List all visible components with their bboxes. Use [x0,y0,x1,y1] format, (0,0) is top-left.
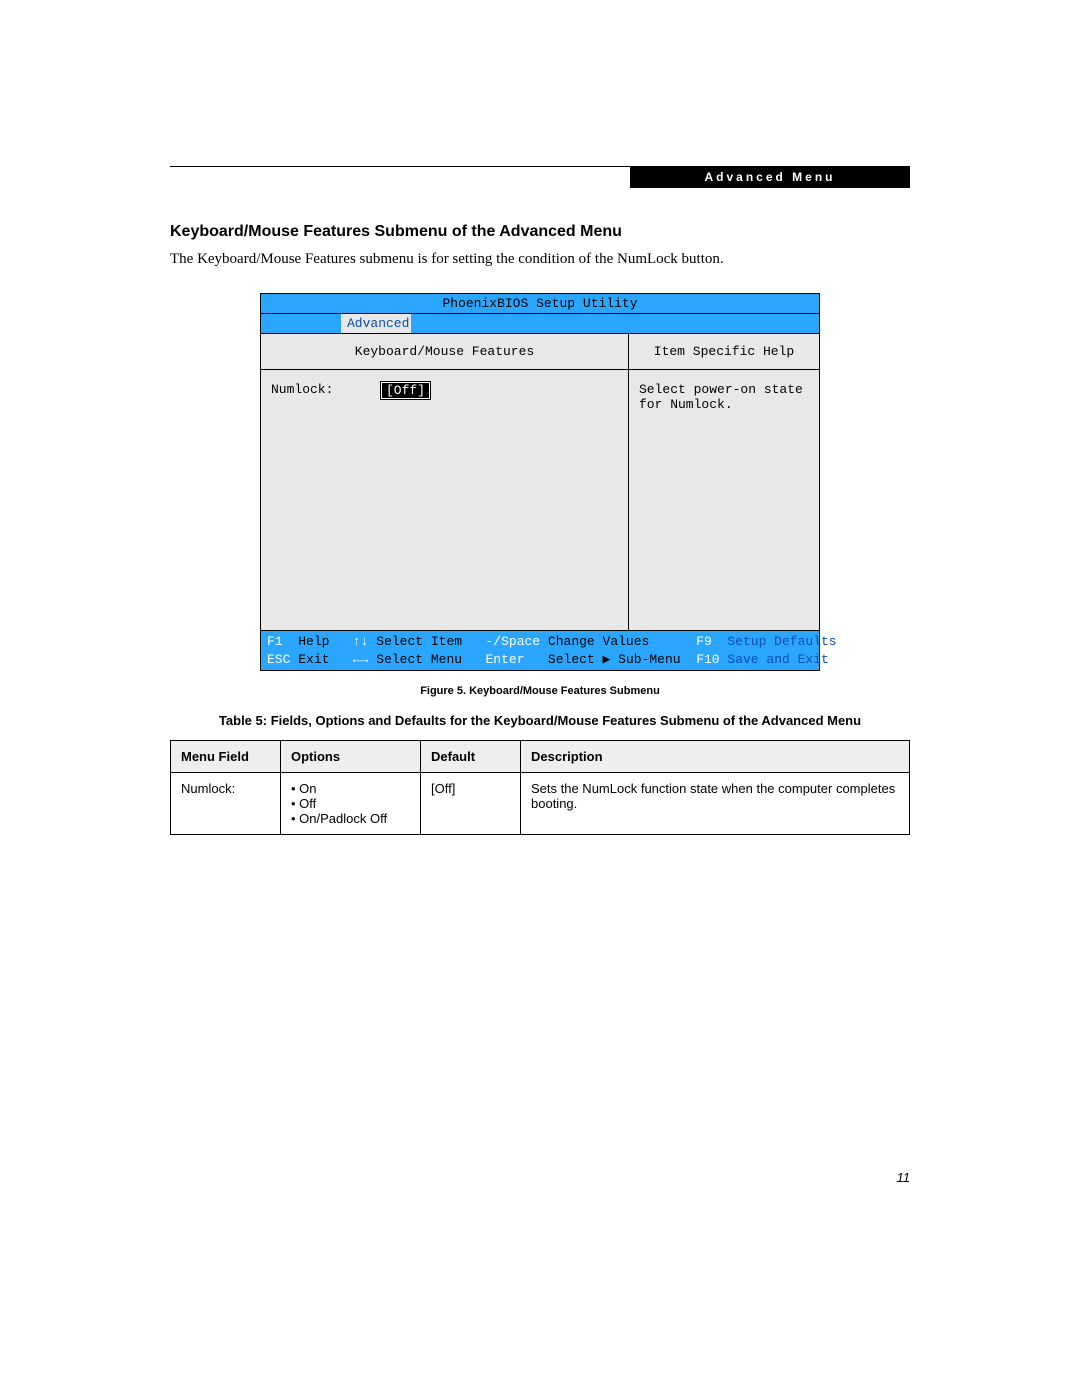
bios-right-title: Item Specific Help [629,334,819,369]
intro-paragraph: The Keyboard/Mouse Features submenu is f… [170,249,910,269]
label-select-menu: Select Menu [376,651,462,669]
bios-footer: F1 Help ↑↓ Select Item -/Space Change Va… [261,630,819,670]
bios-content-area: Numlock: [Off] Select power-on state for… [261,370,819,630]
help-line-1: Select power-on state [639,382,809,397]
label-select-item: Select Item [376,633,462,651]
th-options: Options [281,741,421,773]
field-label-numlock: Numlock: [271,382,381,399]
label-save-exit: Save and Exit [727,651,828,669]
label-help: Help [298,633,329,651]
bios-help-pane: Select power-on state for Numlock. [629,370,819,630]
label-change-values: Change Values [548,633,649,651]
bios-panel: PhoenixBIOS Setup Utility Advanced Keybo… [260,293,820,671]
th-field: Menu Field [171,741,281,773]
field-row-numlock: Numlock: [Off] [271,382,618,399]
bios-fields-pane: Numlock: [Off] [261,370,629,630]
options-table: Menu Field Options Default Description N… [170,740,910,835]
option-item: Off [291,796,410,811]
key-f9: F9 [696,633,712,651]
bios-left-title: Keyboard/Mouse Features [261,334,629,369]
td-options: On Off On/Padlock Off [281,773,421,835]
key-minus-space: -/Space [486,633,541,651]
bios-tab-row: Advanced [261,314,819,334]
bios-screenshot: PhoenixBIOS Setup Utility Advanced Keybo… [260,293,820,671]
field-value-numlock[interactable]: [Off] [381,382,430,399]
key-enter: Enter [486,651,525,669]
td-field: Numlock: [171,773,281,835]
bios-title-bar: PhoenixBIOS Setup Utility [261,294,819,314]
options-list: On Off On/Padlock Off [291,781,410,826]
option-item: On/Padlock Off [291,811,410,826]
td-description: Sets the NumLock function state when the… [521,773,910,835]
table-row: Numlock: On Off On/Padlock Off [Off] Set… [171,773,910,835]
page-number: 11 [897,1170,911,1185]
label-select-submenu: Select ▶ Sub-Menu [548,651,681,669]
th-description: Description [521,741,910,773]
header-badge: Advanced Menu [630,166,910,188]
bios-subtitle-row: Keyboard/Mouse Features Item Specific He… [261,334,819,370]
key-f1: F1 [267,633,283,651]
footer-line-2: ESC Exit ←→ Select Menu Enter Select ▶ S… [267,651,813,669]
tab-spacer [261,314,341,333]
section-title: Keyboard/Mouse Features Submenu of the A… [170,223,910,241]
td-default: [Off] [421,773,521,835]
table-title: Table 5: Fields, Options and Defaults fo… [170,713,910,728]
help-line-2: for Numlock. [639,397,809,412]
key-f10: F10 [696,651,719,669]
footer-line-1: F1 Help ↑↓ Select Item -/Space Change Va… [267,633,813,651]
key-esc: ESC [267,651,290,669]
th-default: Default [421,741,521,773]
key-leftright: ←→ [353,651,369,669]
figure-caption: Figure 5. Keyboard/Mouse Features Submen… [170,685,910,697]
key-updown: ↑↓ [353,633,369,651]
label-exit: Exit [298,651,329,669]
option-item: On [291,781,410,796]
table-header-row: Menu Field Options Default Description [171,741,910,773]
tab-advanced[interactable]: Advanced [341,314,411,333]
label-setup-defaults: Setup Defaults [727,633,836,651]
page-content: Advanced Menu Keyboard/Mouse Features Su… [170,166,910,835]
